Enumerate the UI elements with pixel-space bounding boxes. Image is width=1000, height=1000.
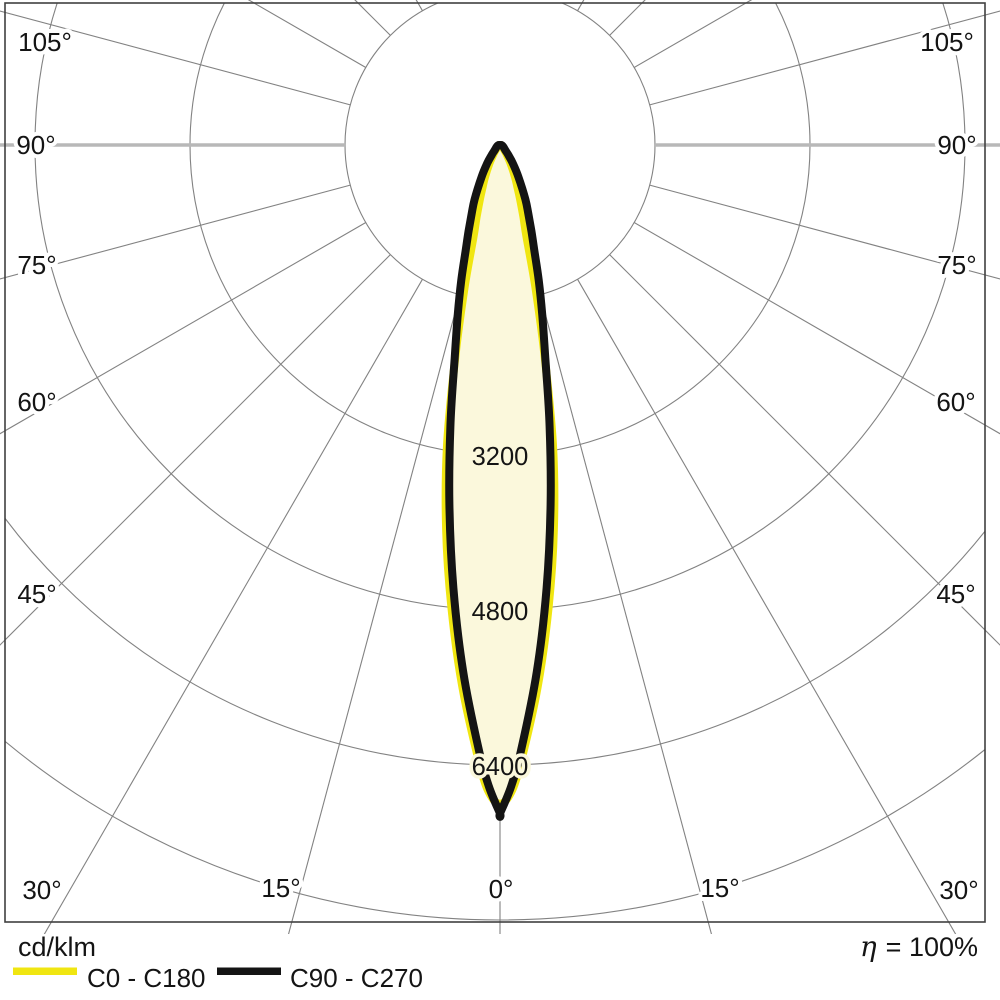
spoke-150-right: [577, 0, 585, 12]
beam-fill: [449, 144, 551, 804]
angle-label-bottom-30: 30°: [939, 875, 978, 905]
plot-frame: [4, 2, 986, 923]
spoke-30-left: [43, 278, 423, 934]
spoke-105-left: [0, 10, 351, 106]
angle-labels: 105° 90° 75° 60° 45° 30° 15° 0° 15° 30° 45° 60° 75° 9…: [12, 23, 982, 909]
angle-label-left-60: 60°: [17, 387, 56, 417]
curve-c90-c270: [445, 140, 555, 821]
spoke-15-left: [288, 294, 461, 934]
unit-label: cd/klm: [18, 932, 96, 962]
spoke-75-right: [649, 184, 1000, 280]
angle-label-right-75: 75°: [937, 250, 976, 280]
angle-label-right-45: 45°: [936, 579, 975, 609]
angle-label-bottom-0: 0°: [489, 874, 514, 904]
efficiency-value: = 100%: [886, 932, 978, 962]
eta-symbol: η: [860, 930, 877, 963]
spoke-45-right: [609, 254, 1000, 646]
angle-label-bottom-15: 15°: [261, 873, 300, 903]
spoke-75-left: [0, 184, 351, 280]
spoke-15-right: [539, 294, 712, 934]
angle-label-bottom-15: 15°: [700, 873, 739, 903]
angle-label-left-75: 75°: [17, 250, 56, 280]
legend-label-c90-c270: C90 - C270: [290, 963, 423, 993]
legend-swatch-c90-c270: [217, 967, 281, 975]
ring-label-3200: 3200: [472, 443, 529, 471]
angle-label-left-45: 45°: [17, 579, 56, 609]
ring-label-4800: 4800: [472, 598, 529, 626]
spoke-150-left: [415, 0, 423, 12]
spoke-60-left: [0, 222, 367, 435]
spoke-105-right: [649, 10, 1000, 106]
spoke-60-right: [633, 222, 1000, 435]
angle-label-bottom-30: 30°: [22, 875, 61, 905]
angle-label-right-90: 90°: [937, 130, 976, 160]
spoke-45-left: [0, 254, 391, 646]
angle-label-right-60: 60°: [936, 387, 975, 417]
angle-label-left-90: 90°: [16, 130, 55, 160]
spoke-30-right: [577, 278, 957, 934]
legend-label-c0-c180: C0 - C180: [87, 963, 206, 993]
ring-value-labels: 3200 4800 6400: [468, 440, 532, 785]
angle-label-right-105: 105°: [920, 27, 974, 57]
efficiency-label: η = 100%: [860, 930, 978, 963]
ring-label-6400: 6400: [472, 753, 529, 781]
legend-swatch-c0-c180: [13, 967, 77, 975]
legend: C0 - C180 C90 - C270: [13, 963, 423, 993]
angle-label-left-105: 105°: [18, 27, 72, 57]
